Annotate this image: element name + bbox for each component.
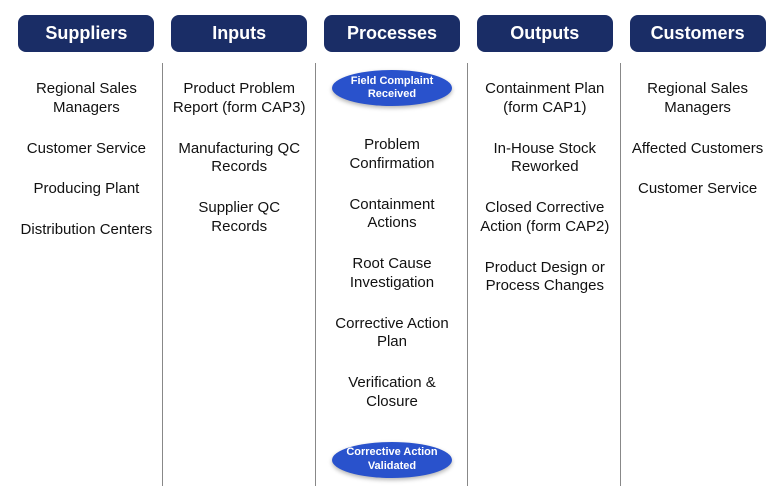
process-steps: Problem Confirmation Containment Actions…: [320, 122, 465, 426]
end-terminator: Corrective Action Validated: [332, 442, 452, 478]
list-item: Customer Service: [23, 140, 150, 159]
list-item: Regional Sales Managers: [625, 80, 770, 118]
inputs-header: Inputs: [171, 15, 307, 52]
list-item: Corrective Action Plan: [320, 315, 465, 353]
list-item: Affected Customers: [628, 140, 767, 159]
list-item: In-House Stock Reworked: [472, 140, 617, 178]
processes-items: Field Complaint Received Problem Confirm…: [320, 70, 465, 478]
outputs-column: Outputs Containment Plan (form CAP1) In-…: [468, 15, 621, 486]
list-item: Regional Sales Managers: [14, 80, 159, 118]
list-item: Verification & Closure: [320, 374, 465, 412]
list-item: Distribution Centers: [17, 221, 157, 240]
customers-column: Customers Regional Sales Managers Affect…: [621, 15, 774, 486]
list-item: Customer Service: [634, 180, 761, 199]
list-item: Supplier QC Records: [167, 199, 312, 237]
outputs-items: Containment Plan (form CAP1) In-House St…: [472, 70, 617, 296]
list-item: Producing Plant: [29, 180, 143, 199]
list-item: Product Problem Report (form CAP3): [167, 80, 312, 118]
sipoc-diagram: Suppliers Regional Sales Managers Custom…: [10, 15, 774, 486]
customers-items: Regional Sales Managers Affected Custome…: [625, 70, 770, 199]
suppliers-items: Regional Sales Managers Customer Service…: [14, 70, 159, 240]
list-item: Problem Confirmation: [320, 136, 465, 174]
customers-header: Customers: [630, 15, 766, 52]
processes-header: Processes: [324, 15, 460, 52]
list-item: Manufacturing QC Records: [167, 140, 312, 178]
inputs-column: Inputs Product Problem Report (form CAP3…: [163, 15, 316, 486]
suppliers-column: Suppliers Regional Sales Managers Custom…: [10, 15, 163, 486]
list-item: Containment Actions: [320, 196, 465, 234]
list-item: Root Cause Investigation: [320, 255, 465, 293]
list-item: Containment Plan (form CAP1): [472, 80, 617, 118]
processes-column: Processes Field Complaint Received Probl…: [316, 15, 469, 486]
suppliers-header: Suppliers: [18, 15, 154, 52]
inputs-items: Product Problem Report (form CAP3) Manuf…: [167, 70, 312, 237]
start-terminator: Field Complaint Received: [332, 70, 452, 106]
outputs-header: Outputs: [477, 15, 613, 52]
list-item: Product Design or Process Changes: [472, 259, 617, 297]
list-item: Closed Corrective Action (form CAP2): [472, 199, 617, 237]
